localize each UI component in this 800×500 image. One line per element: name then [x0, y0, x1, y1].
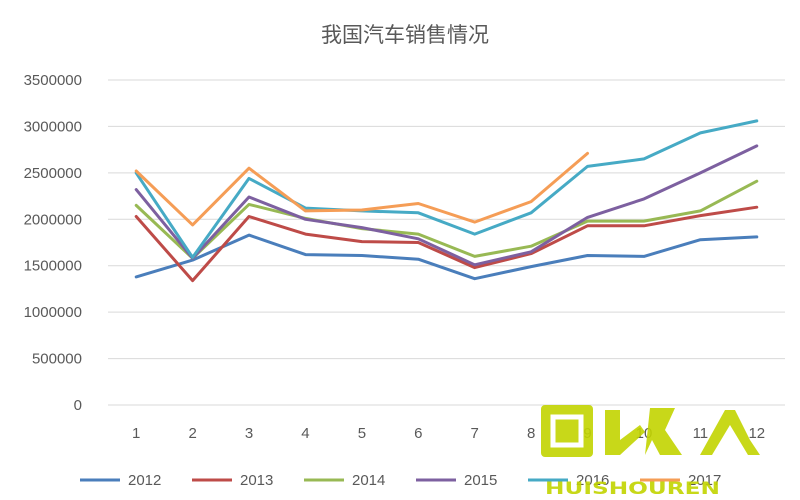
x-tick-label: 6	[414, 425, 422, 442]
series-line-2017	[134, 151, 589, 227]
x-tick-label: 11	[693, 425, 709, 442]
legend: 2012 2013 2014 2015 2016 2017	[80, 472, 721, 489]
series-line-2015	[134, 144, 759, 267]
y-tick-label: 1000000	[24, 304, 82, 321]
watermark-logo: HUISHOUREN	[541, 405, 760, 499]
x-tick-label: 1	[132, 425, 140, 442]
legend-label-2015: 2015	[464, 472, 497, 489]
legend-label-2013: 2013	[240, 472, 273, 489]
x-tick-label: 2	[188, 425, 196, 442]
series-line-2013	[134, 205, 759, 283]
x-tick-label: 7	[471, 425, 479, 442]
y-tick-label: 2500000	[24, 165, 82, 182]
y-tick-label: 2000000	[24, 211, 82, 228]
series-line-2012	[134, 233, 759, 281]
watermark-subtext: HUISHOUREN	[545, 479, 720, 499]
chart-title: 我国汽车销售情况	[321, 23, 489, 47]
legend-label-2016: 2016	[576, 472, 609, 489]
y-tick-label: 1500000	[24, 258, 82, 275]
y-tick-label: 500000	[32, 351, 82, 368]
watermark-glyph-box	[550, 414, 584, 448]
y-tick-label: 3500000	[24, 72, 82, 89]
y-tick-label: 3000000	[24, 118, 82, 135]
legend-label-2017: 2017	[688, 472, 721, 489]
x-tick-label: 12	[748, 425, 765, 442]
x-tick-label: 4	[301, 425, 309, 442]
series-layer	[134, 119, 759, 283]
y-tick-label: 0	[74, 397, 82, 414]
watermark-badge	[541, 405, 593, 457]
watermark-glyph-shape-2	[645, 408, 682, 455]
x-tick-label: 8	[527, 425, 535, 442]
legend-label-2014: 2014	[352, 472, 385, 489]
watermark-glyph-shape	[605, 410, 645, 455]
series-line-2016	[134, 119, 759, 259]
x-tick-label: 5	[358, 425, 366, 442]
watermark-person-icon	[700, 410, 760, 455]
y-axis-ticks: 0 500000 1000000 1500000 2000000 2500000 30000…	[24, 72, 82, 414]
legend-label-2012: 2012	[128, 472, 161, 489]
x-tick-label: 3	[245, 425, 253, 442]
series-line-2014	[134, 179, 759, 260]
